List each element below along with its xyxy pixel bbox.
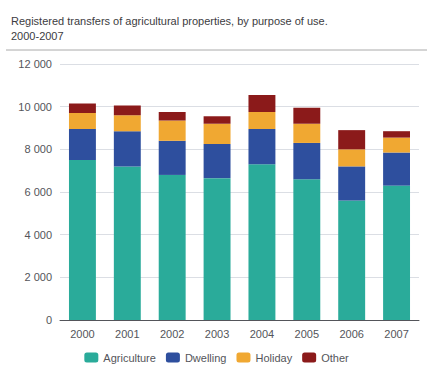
svg-text:Holiday: Holiday — [255, 352, 292, 364]
svg-text:8 000: 8 000 — [24, 143, 52, 155]
svg-text:2000: 2000 — [70, 328, 94, 340]
svg-text:12 000: 12 000 — [18, 58, 52, 70]
svg-text:2000-2007: 2000-2007 — [11, 30, 64, 42]
svg-text:6 000: 6 000 — [24, 186, 52, 198]
svg-text:Dwelling: Dwelling — [185, 352, 227, 364]
svg-text:2006: 2006 — [339, 328, 363, 340]
svg-text:2002: 2002 — [160, 328, 184, 340]
svg-text:2003: 2003 — [205, 328, 229, 340]
svg-text:Agriculture: Agriculture — [103, 352, 156, 364]
svg-text:0: 0 — [46, 314, 52, 326]
svg-text:2007: 2007 — [384, 328, 408, 340]
svg-text:2 000: 2 000 — [24, 271, 52, 283]
svg-text:Registered transfers of agricu: Registered transfers of agricultural pro… — [11, 15, 328, 27]
svg-text:Other: Other — [321, 352, 349, 364]
svg-text:4 000: 4 000 — [24, 229, 52, 241]
svg-text:2004: 2004 — [250, 328, 274, 340]
svg-text:2005: 2005 — [295, 328, 319, 340]
svg-text:2001: 2001 — [115, 328, 139, 340]
svg-text:10 000: 10 000 — [18, 101, 52, 113]
